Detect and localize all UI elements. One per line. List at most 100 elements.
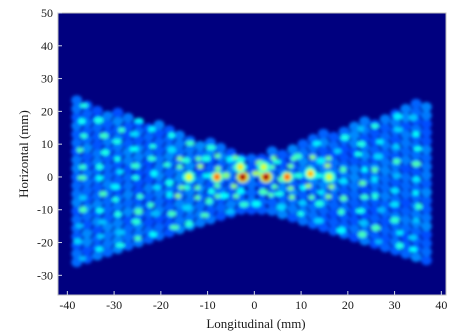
speckle-lobe bbox=[96, 233, 105, 239]
intensity-halo bbox=[112, 201, 124, 212]
intensity-halo bbox=[328, 157, 340, 168]
intensity-halo bbox=[112, 158, 124, 169]
speckle-lobe bbox=[373, 153, 384, 160]
intensity-halo bbox=[102, 179, 114, 190]
speckle-lobe bbox=[411, 190, 420, 196]
intensity-halo bbox=[420, 212, 432, 223]
speckle-lobe bbox=[390, 187, 400, 194]
intensity-halo bbox=[348, 198, 360, 209]
speckle-lobe bbox=[392, 158, 401, 165]
intensity-halo bbox=[91, 250, 103, 261]
intensity-halo bbox=[410, 124, 422, 135]
speckle-lobe bbox=[239, 201, 249, 208]
speckle-lobe bbox=[114, 211, 122, 218]
speckle-lobe bbox=[185, 140, 195, 146]
intensity-halo bbox=[369, 145, 381, 156]
intensity-halo bbox=[348, 138, 360, 149]
intensity-halo bbox=[420, 136, 432, 147]
speckle-lobe bbox=[130, 162, 140, 169]
intensity-halo bbox=[266, 146, 278, 157]
intensity-halo bbox=[328, 191, 340, 202]
speckle-lobe bbox=[167, 210, 177, 217]
intensity-halo bbox=[369, 213, 381, 224]
speckle-lobe bbox=[129, 131, 139, 137]
speckle-lobe bbox=[328, 184, 335, 190]
intensity-halo bbox=[174, 173, 185, 184]
intensity-halo bbox=[400, 180, 412, 191]
x-tick-label: -30 bbox=[106, 298, 122, 312]
speckle-lobe bbox=[309, 154, 316, 160]
speckle-lobe bbox=[163, 162, 171, 168]
speckle-lobe bbox=[150, 210, 161, 218]
peak-core bbox=[263, 174, 269, 180]
x-tick-label: 10 bbox=[295, 298, 307, 312]
speckle-lobe bbox=[115, 242, 126, 248]
intensity-halo bbox=[390, 117, 401, 128]
speckle-lobe bbox=[99, 132, 109, 139]
speckle-lobe bbox=[78, 255, 87, 262]
intensity-halo bbox=[153, 222, 165, 233]
intensity-halo bbox=[194, 175, 206, 185]
speckle-lobe bbox=[411, 161, 422, 167]
speckle-lobe bbox=[73, 238, 82, 245]
intensity-halo bbox=[132, 152, 144, 163]
speckle-lobe bbox=[136, 193, 144, 200]
speckle-lobe bbox=[357, 231, 367, 238]
speckle-lobe bbox=[134, 208, 143, 215]
intensity-halo bbox=[174, 139, 185, 149]
speckle-lobe bbox=[287, 163, 294, 169]
speckle-lobe bbox=[131, 175, 140, 181]
intensity-halo bbox=[194, 200, 206, 211]
intensity-halo bbox=[225, 199, 237, 210]
intensity-halo bbox=[318, 145, 329, 156]
speckle-lobe bbox=[334, 148, 342, 154]
speckle-lobe bbox=[110, 183, 121, 190]
speckle-lobe bbox=[99, 190, 108, 197]
intensity-halo bbox=[246, 204, 257, 215]
speckle-lobe bbox=[149, 231, 158, 238]
intensity-halo bbox=[400, 189, 412, 200]
intensity-halo bbox=[410, 226, 422, 237]
speckle-lobe bbox=[93, 116, 104, 124]
intensity-halo bbox=[359, 158, 371, 169]
intensity-halo bbox=[297, 139, 309, 150]
intensity-halo bbox=[71, 197, 83, 208]
speckle-lobe bbox=[272, 159, 282, 165]
intensity-halo bbox=[420, 221, 432, 232]
intensity-halo bbox=[112, 141, 124, 152]
peak-core bbox=[240, 174, 246, 180]
intensity-halo bbox=[112, 218, 124, 229]
intensity-halo bbox=[194, 166, 206, 177]
intensity-halo bbox=[204, 180, 216, 191]
peak-core bbox=[186, 174, 192, 180]
intensity-halo bbox=[297, 215, 309, 226]
x-tick-label: -40 bbox=[59, 298, 75, 312]
intensity-halo bbox=[348, 223, 360, 234]
intensity-halo bbox=[379, 165, 391, 176]
intensity-halo bbox=[174, 147, 185, 158]
peak-core bbox=[214, 174, 220, 180]
speckle-lobe bbox=[115, 229, 126, 236]
speckle-lobe bbox=[197, 164, 204, 169]
speckle-lobe bbox=[325, 155, 332, 161]
intensity-halo bbox=[410, 98, 422, 109]
intensity-halo bbox=[122, 138, 134, 149]
intensity-halo bbox=[420, 204, 432, 215]
intensity-halo bbox=[71, 154, 83, 165]
intensity-halo bbox=[348, 155, 360, 166]
intensity-halo bbox=[359, 235, 371, 246]
intensity-halo bbox=[153, 196, 165, 207]
peak-core bbox=[237, 164, 243, 170]
intensity-halo bbox=[359, 184, 371, 195]
speckle-lobe bbox=[314, 200, 324, 207]
speckle-lobe bbox=[267, 192, 274, 198]
intensity-halo bbox=[112, 116, 124, 127]
y-tick-label: 30 bbox=[41, 72, 53, 86]
intensity-halo bbox=[71, 129, 83, 140]
speckle-lobe bbox=[274, 191, 284, 197]
y-tick-label: 0 bbox=[47, 170, 53, 184]
speckle-lobe bbox=[214, 153, 221, 159]
intensity-halo bbox=[420, 161, 432, 172]
intensity-halo bbox=[71, 103, 83, 114]
intensity-halo bbox=[81, 185, 93, 196]
